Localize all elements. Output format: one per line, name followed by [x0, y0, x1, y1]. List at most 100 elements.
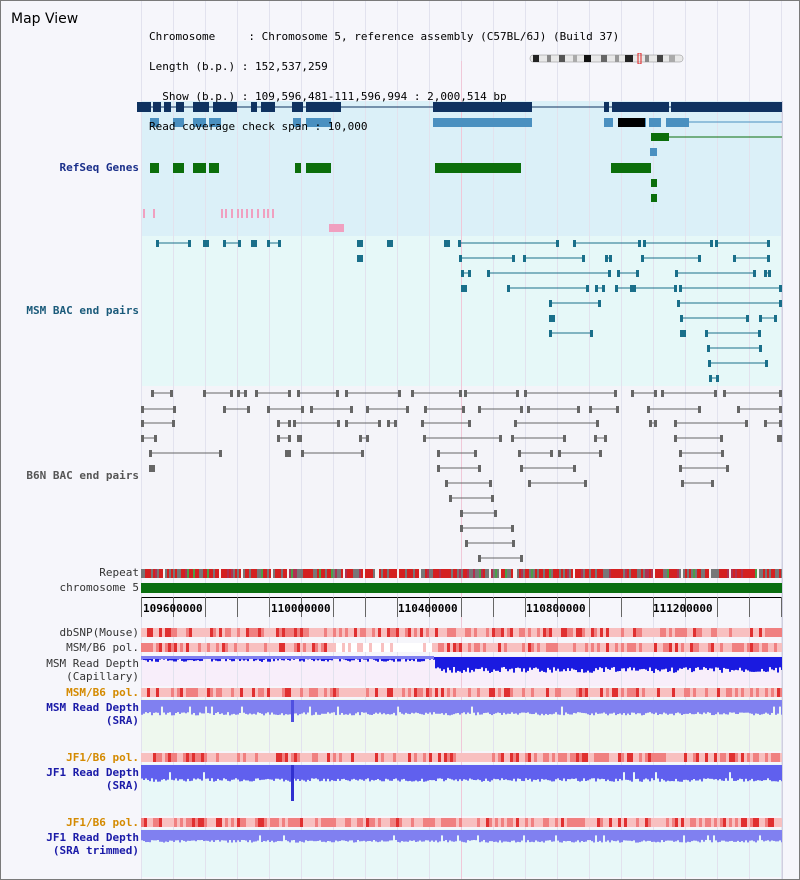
heatmap-cell [186, 628, 189, 637]
heatmap-cell [537, 753, 540, 762]
bac-end-mark [764, 420, 767, 427]
depth-bar [773, 830, 775, 841]
bac-end-mark [523, 255, 526, 262]
depth-bar [593, 700, 595, 716]
heatmap-cell [192, 818, 195, 827]
heatmap-cell [396, 688, 399, 697]
depth-bar [217, 657, 219, 662]
repeat-mark [455, 569, 457, 578]
bac-end-mark [474, 450, 477, 457]
heatmap-cell [750, 818, 753, 827]
repeat-mark [387, 569, 389, 578]
repeat-mark [249, 569, 251, 578]
heatmap-cell [753, 688, 756, 697]
heatmap-cell [594, 643, 597, 652]
gene-exon [649, 118, 661, 127]
depth-bar [179, 765, 181, 780]
chromosome-ideogram[interactable] [529, 53, 685, 64]
depth-bar [175, 700, 177, 714]
heatmap-cell [681, 688, 684, 697]
heatmap-cell [432, 753, 435, 762]
track-label-dbsnp[interactable]: dbSNP(Mouse) [59, 626, 139, 639]
heatmap-cell [675, 688, 678, 697]
track-label-repeat[interactable]: Repeat [99, 566, 139, 579]
heatmap-cell [744, 818, 747, 827]
heatmap-cell [252, 628, 255, 637]
heatmap-cell [453, 643, 456, 652]
track-label-b6n-bac[interactable]: B6N BAC end pairs [26, 469, 139, 482]
depth-bar [465, 830, 467, 843]
depth-bar [663, 657, 665, 670]
depth-bar [309, 765, 311, 782]
track-label-jf1-depth-trimmed[interactable]: JF1 Read Depth [46, 831, 139, 844]
depth-bar [481, 830, 483, 842]
heatmap-cell [768, 628, 771, 637]
repeat-mark [371, 569, 373, 578]
heatmap-cell [600, 753, 603, 762]
repeat-mark [285, 569, 287, 578]
track-label-jf1-pol-1[interactable]: JF1/B6 pol. [66, 751, 139, 764]
heatmap-cell [345, 818, 348, 827]
bac-end-mark [617, 270, 620, 277]
depth-bar [411, 830, 413, 841]
heatmap-cell [588, 643, 591, 652]
heatmap-cell [336, 628, 339, 637]
repeat-mark [325, 569, 327, 578]
heatmap-cell [630, 688, 633, 697]
depth-bar [591, 700, 593, 714]
depth-bar [587, 657, 589, 671]
depth-bar [155, 700, 157, 713]
depth-bar [677, 657, 679, 671]
track-label-msm-pol-1[interactable]: MSM/B6 pol. [66, 641, 139, 654]
heatmap-cell [693, 643, 696, 652]
heatmap-cell [216, 688, 219, 697]
track-label-msm-pol-2[interactable]: MSM/B6 pol. [66, 686, 139, 699]
heatmap-cell [753, 643, 756, 652]
bac-end-mark [297, 390, 300, 397]
bac-end-mark [577, 406, 580, 413]
depth-bar [619, 830, 621, 843]
heatmap-cell [780, 818, 783, 827]
heatmap-cell [504, 818, 507, 827]
repeat-mark [579, 569, 581, 578]
track-label-jf1-pol-2[interactable]: JF1/B6 pol. [66, 816, 139, 829]
bac-end-mark [267, 406, 270, 413]
heatmap-cell [567, 753, 570, 762]
depth-bar [545, 765, 547, 780]
heatmap-cell [705, 818, 708, 827]
heatmap-cell [144, 818, 147, 827]
track-label-msm-bac[interactable]: MSM BAC end pairs [26, 304, 139, 317]
repeat-mark [705, 569, 707, 578]
depth-bar [531, 700, 533, 715]
depth-bar [353, 700, 355, 716]
heatmap-cell [597, 753, 600, 762]
depth-bar [271, 765, 273, 780]
gene-exon [611, 163, 651, 173]
depth-bar [483, 765, 485, 781]
depth-bar [231, 657, 233, 662]
heatmap-cell [780, 753, 783, 762]
track-label-msm-depth-sra[interactable]: MSM Read Depth [46, 701, 139, 714]
track-label-jf1-depth-sra-sub: (SRA) [105, 779, 139, 792]
repeat-mark [709, 569, 711, 578]
bac-end-mark [494, 510, 497, 517]
gene-exon [604, 118, 613, 127]
heatmap-cell [621, 688, 624, 697]
repeat-mark [431, 569, 433, 578]
depth-bar [577, 830, 579, 841]
repeat-mark [755, 569, 757, 578]
depth-bar [437, 700, 439, 714]
heatmap-cell [741, 643, 744, 652]
heatmap-cell [342, 818, 345, 827]
track-label-msm-depth-capillary[interactable]: MSM Read Depth [46, 657, 139, 670]
bac-end-mark [444, 240, 447, 247]
depth-bar [369, 700, 371, 715]
heatmap-cell [768, 688, 771, 697]
track-label-refseq[interactable]: RefSeq Genes [59, 161, 139, 174]
heatmap-cell [150, 818, 153, 827]
depth-bar [281, 700, 283, 714]
track-label-jf1-depth-sra[interactable]: JF1 Read Depth [46, 766, 139, 779]
heatmap-cell [417, 643, 420, 652]
depth-bar [631, 700, 633, 713]
